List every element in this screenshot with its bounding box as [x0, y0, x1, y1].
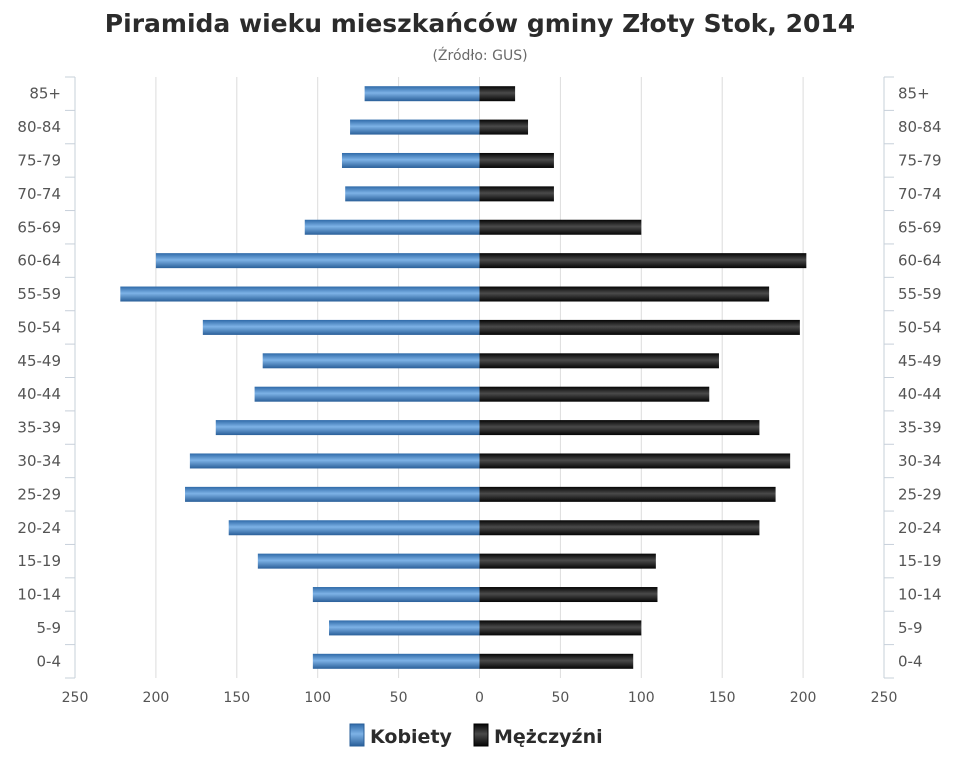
category-label-left: 10-14: [17, 586, 61, 604]
category-label-left: 15-19: [17, 552, 61, 570]
bar-mezczyzni[interactable]: [479, 453, 791, 469]
x-tick-labels: 250 200 150 100 50 0 50 100 150 200 250: [62, 690, 898, 706]
x-tick-label: 150: [223, 690, 250, 706]
bar-kobiety[interactable]: [202, 319, 480, 335]
bar-mezczyzni[interactable]: [479, 86, 516, 102]
category-label-left: 25-29: [17, 485, 61, 503]
x-tick-label: 250: [62, 690, 89, 706]
chart-title: Piramida wieku mieszkańców gminy Złoty S…: [105, 9, 855, 38]
category-label-left: 70-74: [17, 185, 61, 203]
category-label-right: 60-64: [898, 252, 942, 270]
category-label-left: 50-54: [17, 318, 61, 336]
bar-mezczyzni[interactable]: [479, 420, 760, 436]
bar-kobiety[interactable]: [215, 420, 480, 436]
bar-mezczyzni[interactable]: [479, 319, 800, 335]
bar-kobiety[interactable]: [304, 219, 480, 235]
bar-kobiety[interactable]: [257, 553, 480, 569]
x-tick-label: 50: [390, 690, 408, 706]
category-label-right: 55-59: [898, 285, 942, 303]
category-label-left: 35-39: [17, 419, 61, 437]
bar-mezczyzni[interactable]: [479, 219, 642, 235]
bar-kobiety[interactable]: [228, 520, 480, 536]
x-tick-label: 0: [475, 690, 484, 706]
bar-kobiety[interactable]: [364, 86, 480, 102]
bar-kobiety[interactable]: [189, 453, 480, 469]
legend-swatch-mezczyzni: [473, 723, 489, 747]
x-tick-label: 150: [709, 690, 736, 706]
category-label-left: 55-59: [17, 285, 61, 303]
x-tick-label: 100: [304, 690, 331, 706]
category-label-right: 65-69: [898, 218, 942, 236]
legend-label-kobiety: Kobiety: [370, 726, 453, 748]
chart-subtitle: (Źródło: GUS): [432, 46, 527, 64]
bar-mezczyzni[interactable]: [479, 353, 719, 369]
category-label-left: 40-44: [17, 385, 61, 403]
bars: [120, 86, 807, 669]
bar-mezczyzni[interactable]: [479, 620, 642, 636]
bar-mezczyzni[interactable]: [479, 553, 656, 569]
x-tick-label: 100: [628, 690, 655, 706]
axes: [65, 76, 894, 679]
category-label-right: 30-34: [898, 452, 942, 470]
category-label-left: 0-4: [37, 652, 62, 670]
bar-kobiety[interactable]: [262, 353, 480, 369]
bar-kobiety[interactable]: [345, 186, 480, 202]
bar-kobiety[interactable]: [155, 253, 480, 269]
bar-kobiety[interactable]: [120, 286, 480, 302]
category-label-left: 45-49: [17, 352, 61, 370]
bar-kobiety[interactable]: [254, 386, 480, 402]
bar-mezczyzni[interactable]: [479, 386, 710, 402]
bar-mezczyzni[interactable]: [479, 587, 658, 603]
category-label-right: 35-39: [898, 419, 942, 437]
x-tick-label: 250: [871, 690, 898, 706]
bar-mezczyzni[interactable]: [479, 653, 634, 669]
grid-lines: [155, 77, 804, 678]
legend-swatch-kobiety: [349, 723, 365, 747]
category-label-left: 30-34: [17, 452, 61, 470]
category-label-left: 65-69: [17, 218, 61, 236]
bar-kobiety[interactable]: [312, 653, 480, 669]
bar-kobiety[interactable]: [350, 119, 480, 135]
bar-mezczyzni[interactable]: [479, 286, 770, 302]
category-label-left: 20-24: [17, 519, 61, 537]
x-tick-label: 200: [143, 690, 170, 706]
category-label-right: 45-49: [898, 352, 942, 370]
bar-mezczyzni[interactable]: [479, 119, 529, 135]
category-label-right: 80-84: [898, 118, 942, 136]
category-label-right: 25-29: [898, 485, 942, 503]
bar-mezczyzni[interactable]: [479, 186, 554, 202]
category-label-right: 0-4: [898, 652, 923, 670]
bar-mezczyzni[interactable]: [479, 486, 776, 502]
x-tick-label: 50: [551, 690, 569, 706]
category-label-left: 80-84: [17, 118, 61, 136]
category-label-right: 10-14: [898, 586, 942, 604]
bar-kobiety[interactable]: [329, 620, 480, 636]
bar-mezczyzni[interactable]: [479, 152, 554, 168]
category-labels: 85+ 85+ 80-84 80-84 75-79 75-79 70-74 70-74 65-6…: [17, 85, 941, 671]
category-label-right: 70-74: [898, 185, 942, 203]
bar-kobiety[interactable]: [341, 152, 480, 168]
legend-label-mezczyzni: Mężczyźni: [494, 726, 603, 748]
legend[interactable]: Kobiety Mężczyźni: [349, 723, 603, 748]
category-label-left: 85+: [29, 85, 61, 103]
bar-kobiety[interactable]: [185, 486, 480, 502]
category-label-right: 40-44: [898, 385, 942, 403]
bar-mezczyzni[interactable]: [479, 520, 760, 536]
bar-mezczyzni[interactable]: [479, 253, 807, 269]
bar-kobiety[interactable]: [312, 587, 480, 603]
x-tick-label: 200: [790, 690, 817, 706]
category-label-left: 5-9: [37, 619, 62, 637]
category-label-right: 85+: [898, 85, 930, 103]
category-label-right: 20-24: [898, 519, 942, 537]
category-label-left: 60-64: [17, 252, 61, 270]
category-label-right: 50-54: [898, 318, 942, 336]
category-label-right: 75-79: [898, 151, 942, 169]
category-label-right: 15-19: [898, 552, 942, 570]
category-label-right: 5-9: [898, 619, 923, 637]
category-label-left: 75-79: [17, 151, 61, 169]
